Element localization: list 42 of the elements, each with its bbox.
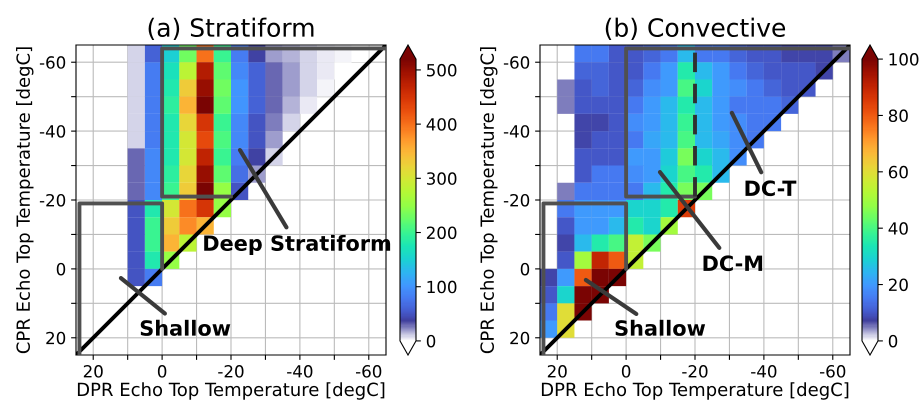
color-bar-label: 0 bbox=[888, 334, 898, 348]
x-axis-title: DPR Echo Top Temperature [degC] bbox=[78, 382, 384, 400]
color-bar-label: 20 bbox=[888, 278, 908, 292]
y-tick-label: 0 bbox=[520, 262, 530, 276]
annotation: Shallow bbox=[140, 320, 230, 336]
color-bar-label: 40 bbox=[888, 222, 908, 235]
color-bar-label: 100 bbox=[428, 280, 456, 294]
y-tick-label: -60 bbox=[504, 56, 530, 69]
x-tick-label: 0 bbox=[622, 365, 630, 378]
chart-title: (a) Stratiform bbox=[148, 18, 314, 40]
y-tick-label: 0 bbox=[56, 262, 66, 276]
y-tick-label: 20 bbox=[46, 332, 66, 344]
y-tick-label: -40 bbox=[40, 125, 66, 138]
x-tick-label: 20 bbox=[84, 365, 103, 378]
color-bar-label: 400 bbox=[426, 118, 456, 131]
color-bar-label: 300 bbox=[426, 172, 456, 185]
color-bar-label: 80 bbox=[888, 109, 908, 122]
x-tick-label: 0 bbox=[158, 365, 166, 378]
y-axis-title: CPR Echo Top Temperature [degC] bbox=[16, 47, 34, 354]
chart-title: (b) Convective bbox=[606, 18, 786, 40]
y-tick-label: -20 bbox=[504, 194, 530, 207]
y-tick-label: -60 bbox=[40, 56, 66, 69]
color-bar-label: 500 bbox=[427, 64, 456, 76]
annotation: DC-T bbox=[746, 180, 796, 196]
x-tick-label: -40 bbox=[751, 365, 776, 378]
color-bar-label: 200 bbox=[426, 226, 456, 240]
y-tick-label: 20 bbox=[510, 332, 530, 344]
annotation: DC-M bbox=[704, 255, 762, 272]
annotation: Shallow bbox=[616, 320, 706, 336]
color-bar-label: 100 bbox=[890, 53, 918, 66]
x-tick-label: -60 bbox=[356, 365, 382, 378]
x-tick-label: 20 bbox=[548, 365, 567, 378]
x-tick-label: -60 bbox=[820, 365, 846, 378]
color-bar-label: 60 bbox=[888, 166, 908, 178]
color-bar-label: 0 bbox=[426, 334, 436, 348]
x-axis-title: DPR Echo Top Temperature [degC] bbox=[542, 382, 848, 400]
x-tick-label: -20 bbox=[218, 365, 244, 378]
y-tick-label: -20 bbox=[40, 194, 66, 207]
x-tick-label: -40 bbox=[287, 365, 312, 378]
x-tick-label: -20 bbox=[682, 365, 708, 378]
y-axis-title: CPR Echo Top Temperature [degC] bbox=[480, 47, 498, 354]
y-tick-label: -40 bbox=[504, 125, 530, 138]
